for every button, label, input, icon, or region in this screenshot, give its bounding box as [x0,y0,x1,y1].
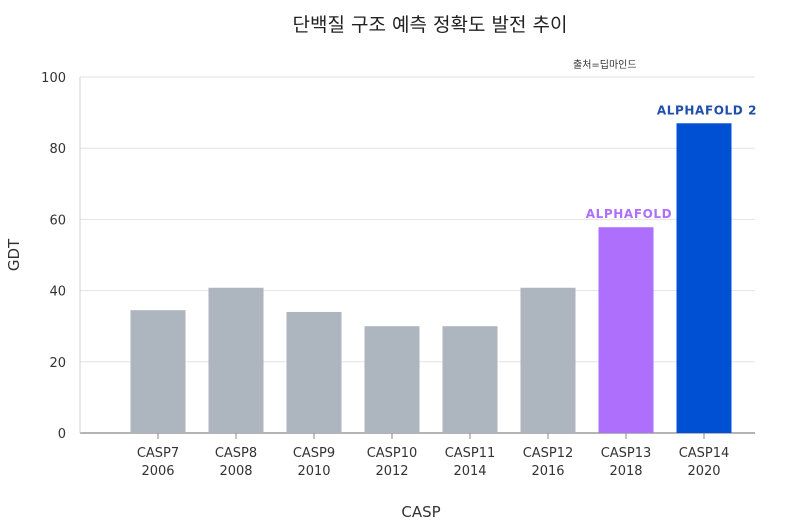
bar [598,227,654,433]
x-tick-label: CASP12 [523,446,574,461]
bar-annotation-label: ALPHAFOLD 2 [657,103,757,117]
y-tick-label: 40 [49,285,66,300]
chart-title: 단백질 구조 예측 정확도 발전 추이 [292,14,568,36]
x-tick-year-label: 2008 [219,464,252,479]
bar [364,326,420,433]
y-axis-title: GDT [5,238,23,271]
x-tick-year-label: 2012 [375,464,408,479]
bar [286,311,342,433]
y-tick-label: 0 [58,427,66,442]
bar [208,287,264,433]
bar [130,310,186,433]
x-tick-label: CASP8 [215,446,257,461]
y-tick-label: 20 [49,356,66,371]
x-tick-label: CASP11 [445,446,496,461]
bar [520,287,576,433]
bar [676,123,732,433]
x-tick-year-label: 2014 [453,464,486,479]
x-tick-year-label: 2010 [297,464,330,479]
bar-annotation-label: ALPHAFOLD [586,207,672,221]
bar [442,326,498,433]
y-tick-label: 60 [49,213,66,228]
x-tick-year-label: 2020 [687,464,720,479]
source-note: 출처=딥마인드 [573,60,637,71]
x-tick-label: CASP7 [137,446,179,461]
x-tick-label: CASP10 [367,446,418,461]
x-tick-label: CASP14 [679,446,730,461]
x-tick-year-label: 2016 [531,464,564,479]
x-tick-label: CASP9 [293,446,335,461]
x-tick-label: CASP13 [601,446,652,461]
y-tick-label: 100 [41,71,66,86]
x-tick-year-label: 2018 [609,464,642,479]
x-axis-title: CASP [401,503,440,521]
y-tick-label: 80 [49,142,66,157]
x-tick-year-label: 2006 [141,464,174,479]
